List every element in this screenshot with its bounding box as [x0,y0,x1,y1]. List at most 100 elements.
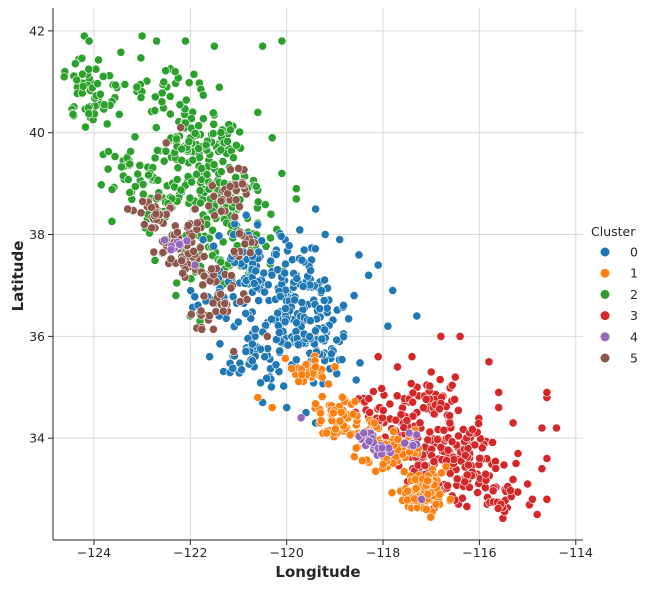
data-point-cluster-2 [229,153,238,163]
data-point-cluster-2 [202,170,212,179]
data-point-cluster-0 [205,352,214,362]
data-point-cluster-0 [322,303,332,313]
data-point-cluster-3 [528,494,537,504]
data-point-cluster-3 [474,419,483,428]
data-point-cluster-2 [137,31,147,41]
data-point-cluster-2 [136,53,146,63]
data-point-cluster-3 [452,474,462,484]
legend-label-0: 0 [630,245,638,260]
legend-label-5: 5 [630,351,638,366]
data-point-cluster-0 [228,363,238,373]
data-point-cluster-2 [197,164,206,173]
data-point-cluster-2 [150,255,160,265]
data-point-cluster-3 [450,394,459,404]
data-point-cluster-4 [417,494,426,504]
data-point-cluster-1 [316,408,325,418]
data-point-cluster-5 [149,247,159,257]
data-point-cluster-5 [207,264,216,274]
data-point-cluster-0 [310,244,320,254]
data-point-cluster-3 [463,460,473,470]
data-point-cluster-3 [408,397,418,407]
data-point-cluster-2 [84,64,94,74]
data-point-cluster-3 [420,461,430,470]
data-point-cluster-5 [172,227,182,237]
data-point-cluster-0 [293,340,303,350]
data-point-cluster-2 [170,67,180,76]
data-point-cluster-0 [315,304,325,314]
legend: Cluster 0 1 2 3 4 5 [591,224,638,366]
data-point-cluster-1 [330,424,340,434]
data-point-cluster-0 [209,241,218,251]
data-point-cluster-2 [98,72,108,81]
data-point-cluster-1 [316,416,326,425]
data-point-cluster-0 [305,332,314,342]
data-point-cluster-5 [197,324,207,334]
data-point-cluster-0 [186,286,196,296]
data-point-cluster-0 [254,296,263,305]
data-point-cluster-2 [116,47,126,57]
data-point-cluster-3 [450,372,460,382]
data-point-cluster-2 [194,121,203,131]
data-point-cluster-1 [399,467,409,477]
data-point-cluster-3 [499,460,509,470]
data-point-cluster-2 [251,182,261,191]
data-point-cluster-3 [473,488,482,497]
data-point-cluster-0 [259,268,269,278]
data-point-cluster-5 [242,295,252,304]
data-point-cluster-5 [199,252,209,261]
data-point-cluster-1 [349,452,359,462]
data-point-cluster-2 [201,140,211,150]
data-point-cluster-5 [123,204,133,214]
data-point-cluster-2 [181,95,191,105]
data-point-cluster-0 [266,256,275,266]
data-point-cluster-2 [107,216,117,226]
data-point-cluster-0 [337,355,347,364]
data-point-cluster-5 [240,239,250,249]
data-point-cluster-5 [204,201,214,211]
data-point-cluster-5 [153,192,163,202]
data-point-cluster-2 [209,160,219,169]
data-point-cluster-3 [433,435,442,444]
data-point-cluster-0 [292,318,301,328]
data-point-cluster-3 [407,352,417,362]
data-point-cluster-2 [102,119,112,129]
data-point-cluster-0 [320,325,330,335]
data-point-cluster-3 [508,418,518,428]
data-point-cluster-2 [161,146,171,156]
data-point-cluster-2 [136,93,146,102]
data-point-cluster-2 [185,193,195,203]
data-point-cluster-0 [297,255,307,265]
data-point-cluster-0 [292,274,302,283]
data-point-cluster-0 [275,291,285,301]
data-point-cluster-3 [368,387,378,396]
data-point-cluster-2 [150,153,160,163]
data-point-cluster-1 [357,456,367,466]
legend-marker-0 [599,246,611,258]
data-point-cluster-2 [77,53,87,63]
data-point-cluster-3 [391,415,401,425]
data-point-cluster-0 [190,292,200,302]
data-point-cluster-4 [400,438,410,448]
data-point-cluster-3 [457,493,467,503]
data-point-cluster-1 [253,393,263,402]
x-tick-label: −114 [559,545,593,560]
y-tick-label: 38 [29,227,45,242]
data-point-cluster-2 [150,106,160,115]
data-point-cluster-0 [237,365,246,375]
data-point-cluster-1 [335,416,345,426]
data-point-cluster-2 [266,209,276,219]
data-point-cluster-2 [81,122,90,132]
data-point-cluster-5 [147,202,156,212]
data-point-cluster-2 [208,225,217,235]
data-point-cluster-5 [207,181,217,191]
x-axis-label: Longitude [275,563,360,581]
data-point-cluster-5 [216,206,226,216]
data-point-cluster-0 [299,245,309,255]
data-point-cluster-0 [282,403,292,412]
data-point-cluster-2 [165,92,175,101]
data-point-cluster-5 [211,307,221,316]
data-point-cluster-1 [426,512,436,522]
data-point-cluster-0 [281,304,290,313]
data-point-cluster-3 [435,375,445,384]
data-point-cluster-3 [429,457,439,466]
